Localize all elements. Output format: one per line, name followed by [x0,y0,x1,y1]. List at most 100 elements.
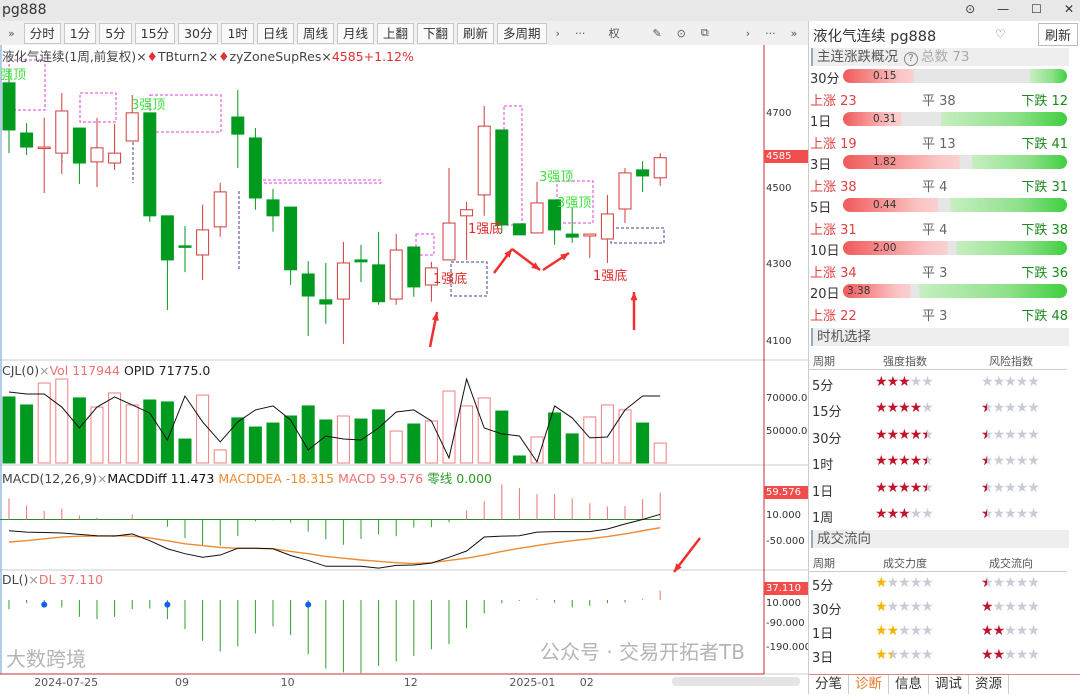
download-icon[interactable]: ⊙ [676,26,686,40]
overview-bar-row: 10日 2.00 [809,238,1080,260]
indicator-tbturn2[interactable]: TBturn2 [157,49,208,64]
section-title: 主连涨跌概况 [817,49,898,65]
panel-refresh-button[interactable]: 刷新 [1037,23,1078,46]
flow-row: 3日 ★★ ★★★★ ★★★★ [809,644,1080,668]
more-icon[interactable]: ··· [574,26,586,40]
indicator-zyzone[interactable]: zyZoneSupRes [229,49,322,64]
period-button-monthly[interactable]: 月线 [336,22,374,44]
help-icon[interactable]: ? [904,52,918,66]
tab-1[interactable]: 诊断 [849,675,889,694]
period-button-30min[interactable]: 30分 [178,22,219,44]
chevron-right-icon[interactable]: › [745,26,751,40]
zone-box [415,233,435,256]
star-filled-icon: ★ [875,400,888,417]
refresh-button[interactable]: 刷新 [457,22,495,44]
candle-body [284,206,298,271]
arrow-head-icon [674,563,682,572]
close-button[interactable]: ✕ [1063,2,1074,16]
period-label: 15分 [812,405,842,421]
macd-tick: 10.000 [766,510,801,521]
remove-icon[interactable]: × [96,471,108,486]
time-tick: 10 [280,676,295,689]
expand-right-icon[interactable]: » [790,26,798,40]
time-tick: 2025-01 [509,676,556,689]
candle-body [20,132,34,148]
tab-0[interactable]: 分笔 [809,675,849,694]
period-label: 5日 [810,201,832,216]
flat-count: 平 3 [922,308,948,324]
remove-icon[interactable]: × [321,49,332,64]
expand-left-icon[interactable]: » [8,26,15,40]
volume-bar [108,392,122,464]
star-filled-icon: ★ [898,400,911,417]
page-down-button[interactable]: 下翻 [416,22,454,44]
period-button-15min[interactable]: 15分 [134,22,176,44]
star-empty-icon: ★ [1015,647,1029,664]
arrow-head-icon [560,253,569,261]
multi-period-button[interactable]: 多周期 [497,22,547,44]
section-title: 时机选择 [817,329,871,345]
period-button-5min[interactable]: 5分 [99,22,132,44]
minimize-button[interactable]: — [997,2,1010,16]
volume-legend: CJL(0)×Vol 117944 OPID 71775.0 [2,363,210,378]
star-empty-icon: ★ [1004,400,1017,417]
star-empty-icon: ★ [1004,426,1017,443]
ratio-value: 0.15 [873,70,897,82]
flat-count: 平 38 [922,93,956,109]
timing-table-header: 周期 强度指数 风险指数 [809,348,1067,370]
candle-body [600,213,614,240]
dl-signal-dot [164,601,171,608]
star-rating: ★★★★★ [981,623,1040,639]
star-empty-icon: ★ [921,575,934,592]
tab-4[interactable]: 资源 [969,675,1009,694]
horizontal-scrollbar[interactable] [672,677,800,686]
star-rating: ★★★★★ [981,575,1040,591]
period-button-1min[interactable]: 1分 [63,22,97,44]
page-up-button[interactable]: 上翻 [376,22,414,44]
rights-adjust-button[interactable]: 权 [608,27,620,40]
star-half-icon: ★ [981,575,994,591]
chart-canvas[interactable] [0,0,808,694]
candle-body [477,125,491,196]
diamond-icon: ♦ [146,49,158,64]
macd-diff-value: MACDDiff 11.473 [107,471,215,486]
tab-2[interactable]: 信息 [889,675,929,694]
candle-body [460,209,474,217]
candle-body [530,202,544,234]
volume-bar [178,438,192,464]
candle-body [90,147,104,163]
star-empty-icon: ★ [921,505,934,522]
period-button-daily[interactable]: 日线 [256,22,294,44]
zone-box [450,261,488,297]
favorite-heart-icon[interactable]: ♡ [995,27,1006,41]
remove-icon[interactable]: × [207,49,219,64]
volume-bar [213,449,227,464]
period-button-fenshi[interactable]: 分时 [23,22,61,44]
volume-bar [618,409,632,464]
volume-tick: 70000.0 [766,393,808,404]
more-icon[interactable]: ··· [765,26,776,40]
macd-dea-value: MACDDEA -18.315 [218,471,335,486]
updown-ratio-bar: 3.38 [843,284,1067,298]
candle-body [653,157,667,179]
chevron-right-icon[interactable]: › [555,26,560,40]
star-empty-icon: ★ [981,374,994,390]
candle-body [231,116,245,135]
tab-3[interactable]: 调试 [929,675,969,694]
symbol-label: 液化气连续(1周,前复权) [2,49,137,64]
updown-ratio-bar: 1.82 [843,155,1067,169]
pin-icon[interactable]: ⊙ [965,2,976,16]
pencil-icon[interactable]: ✎ [652,26,662,40]
period-button-weekly[interactable]: 周线 [296,22,334,44]
remove-icon[interactable]: × [28,572,39,587]
down-count: 下跌 48 [1021,308,1068,324]
remove-icon[interactable]: × [136,49,147,64]
window-icon[interactable]: ⧉ [700,26,709,39]
flat-count: 平 4 [922,179,948,195]
remove-icon[interactable]: × [39,363,50,378]
maximize-button[interactable]: ☐ [1031,2,1042,16]
period-button-1h[interactable]: 1时 [221,22,254,44]
candle-body [125,112,139,142]
volume-bar [248,426,262,464]
star-empty-icon: ★ [909,374,923,390]
